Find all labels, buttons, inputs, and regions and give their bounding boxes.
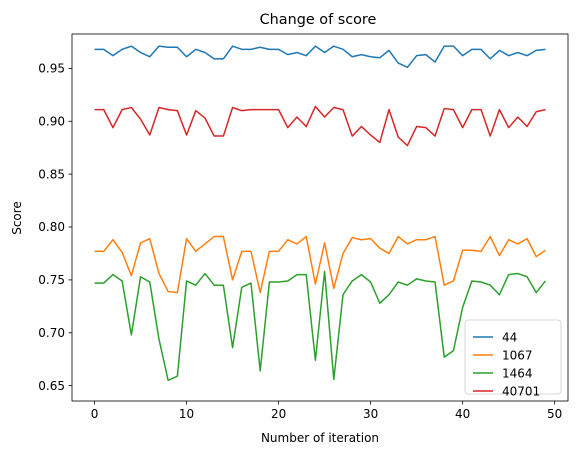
series-line-40701 [94,105,546,147]
x-tick-label: 20 [271,407,286,421]
legend: 44 1067 1464 40701 [464,319,562,398]
x-axis-label: Number of iteration [261,431,379,445]
y-tick-label: 0.75 [38,273,65,287]
x-tick-label: 30 [363,407,378,421]
x-tick-label: 10 [179,407,194,421]
legend-label-40701: 40701 [502,384,540,398]
series-line-1464 [94,270,547,382]
y-tick-label: 0.90 [38,114,65,128]
axis-ticks: 0 10 20 30 40 50 0.65 0.70 0.75 0.80 0.85 0.90 0.95 [38,62,562,421]
legend-label-1067: 1067 [502,348,533,362]
y-tick-label: 0.85 [38,167,65,181]
plot-frame [71,33,569,402]
series-layer [94,45,547,382]
legend-box [464,319,562,395]
x-tick-label: 40 [455,407,470,421]
legend-label-1464: 1464 [502,366,533,380]
y-tick-label: 0.70 [38,326,65,340]
y-tick-label: 0.95 [38,62,65,76]
series-line-1067 [94,235,546,294]
y-axis-label: Score [10,201,24,235]
series-line-44 [94,45,546,69]
x-tick-label: 0 [91,407,99,421]
y-tick-label: 0.65 [38,379,65,393]
legend-label-44: 44 [502,330,517,344]
y-tick-label: 0.80 [38,220,65,234]
x-tick-label: 50 [547,407,562,421]
chart-title: Change of score [260,12,377,28]
